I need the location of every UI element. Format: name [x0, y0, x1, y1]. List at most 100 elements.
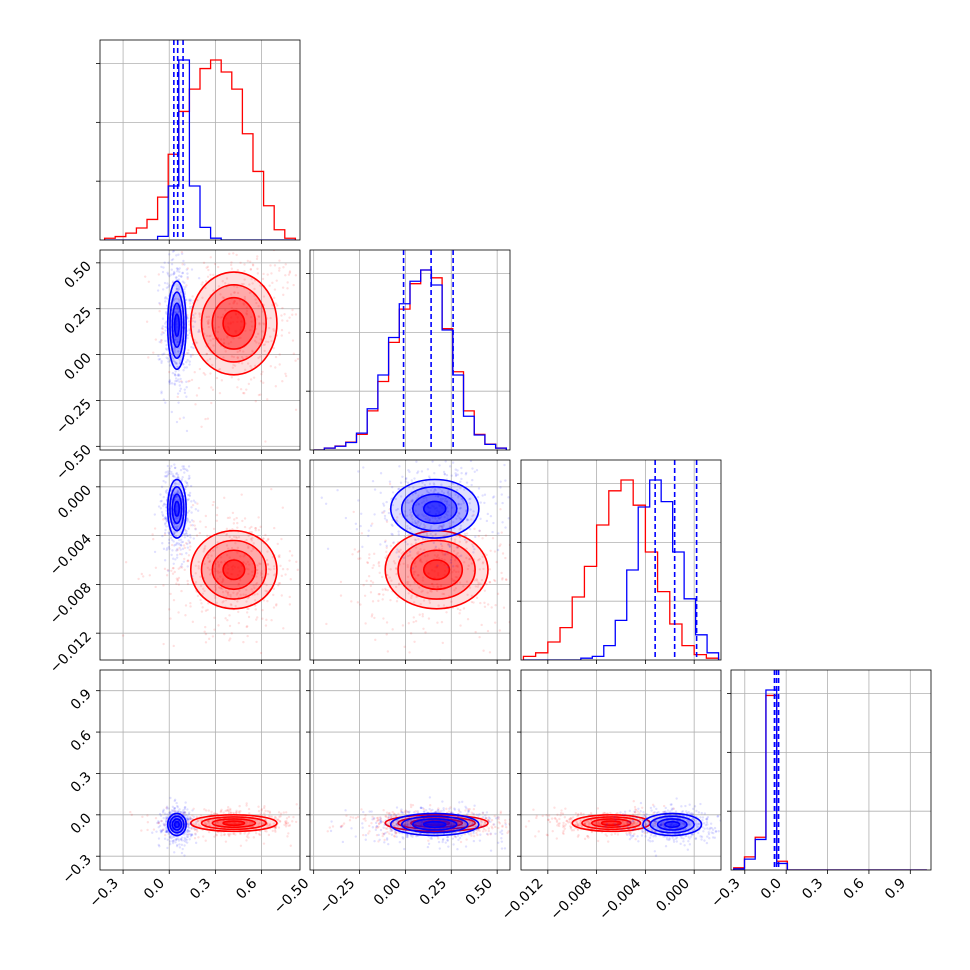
scatter-point	[206, 556, 210, 559]
scatter-point	[176, 489, 179, 493]
scatter-point	[393, 813, 396, 816]
scatter-point	[197, 823, 200, 826]
scatter-point	[182, 363, 185, 366]
scatter-point	[267, 825, 270, 828]
scatter-point	[161, 534, 164, 538]
scatter-point	[418, 524, 422, 527]
scatter-point	[246, 625, 249, 628]
scatter-point	[503, 463, 506, 467]
scatter-point	[381, 511, 384, 514]
scatter-point	[292, 815, 295, 819]
scatter-point	[284, 821, 288, 825]
scatter-point	[182, 362, 185, 366]
scatter-point	[382, 826, 385, 829]
scatter-point	[469, 823, 473, 827]
scatter-point	[222, 296, 226, 300]
scatter-point	[183, 568, 186, 572]
scatter-point	[483, 493, 487, 496]
scatter-point	[462, 585, 465, 588]
scatter-point	[414, 521, 417, 525]
scatter-point	[181, 272, 184, 275]
scatter-point	[456, 564, 459, 567]
scatter-point	[452, 520, 455, 524]
scatter-point	[224, 590, 228, 593]
scatter-point	[444, 497, 447, 501]
scatter-point	[402, 562, 405, 566]
scatter-point	[240, 282, 244, 286]
scatter-point	[179, 387, 183, 391]
scatter-point	[161, 514, 165, 518]
scatter-point	[400, 818, 404, 821]
scatter-point	[226, 336, 229, 339]
scatter-point	[174, 809, 177, 813]
scatter-point	[535, 532, 537, 534]
scatter-point	[487, 820, 490, 823]
scatter-point	[382, 502, 385, 505]
scatter-point	[175, 325, 179, 329]
scatter-point	[186, 824, 190, 827]
contour-blue	[171, 818, 183, 831]
scatter-point	[437, 604, 440, 607]
scatter-point	[445, 807, 448, 811]
scatter-point	[230, 306, 233, 310]
scatter-point	[176, 489, 180, 492]
scatter-point	[172, 272, 176, 276]
scatter-point	[443, 534, 446, 537]
scatter-point	[185, 385, 188, 389]
density-fill	[201, 540, 267, 600]
scatter-point	[445, 500, 449, 504]
scatter-point	[210, 401, 213, 405]
x-tick-label: −0.50	[271, 876, 313, 918]
scatter-point	[445, 500, 449, 503]
scatter-point	[267, 814, 271, 818]
scatter-point	[526, 588, 528, 590]
scatter-point	[228, 834, 231, 838]
scatter-point	[441, 641, 444, 645]
scatter-point	[237, 610, 240, 614]
scatter-point	[421, 551, 425, 555]
scatter-point	[492, 823, 496, 826]
scatter-point	[475, 469, 479, 472]
scatter-point	[461, 821, 464, 824]
scatter-point	[255, 618, 258, 621]
scatter-point	[213, 812, 216, 815]
scatter-point	[162, 823, 166, 827]
scatter-point	[164, 818, 168, 821]
scatter-point	[177, 374, 180, 377]
scatter-point	[170, 465, 173, 468]
scatter-point	[481, 562, 485, 565]
scatter-point	[497, 532, 500, 535]
scatter-point	[324, 502, 328, 505]
scatter-point	[395, 813, 398, 817]
scatter-point	[403, 645, 406, 649]
scatter-point	[176, 578, 180, 581]
contour-red	[222, 820, 246, 826]
scatter-point	[447, 845, 450, 848]
scatter-point	[429, 837, 432, 840]
scatter-point	[481, 456, 483, 458]
scatter-point	[481, 811, 485, 815]
scatter-point	[279, 820, 282, 823]
scatter-point	[161, 317, 165, 320]
scatter-point	[424, 517, 427, 521]
scatter-point	[173, 466, 177, 470]
scatter-point	[389, 827, 393, 830]
density-fill	[172, 818, 182, 831]
scatter-point	[176, 553, 179, 557]
scatter-point	[420, 820, 423, 823]
scatter-point	[398, 465, 401, 468]
scatter-point	[157, 826, 160, 829]
scatter-point	[219, 809, 223, 813]
scatter-point	[173, 349, 177, 352]
scatter-point	[177, 268, 180, 271]
scatter-point	[465, 580, 469, 583]
scatter-point	[274, 826, 277, 830]
scatter-point	[257, 393, 261, 397]
scatter-point	[428, 601, 432, 605]
scatter-point	[512, 521, 514, 523]
scatter-point	[204, 609, 208, 612]
scatter-point	[263, 343, 267, 346]
scatter-point	[482, 825, 485, 828]
scatter-point	[383, 514, 387, 518]
scatter-point	[633, 821, 637, 825]
